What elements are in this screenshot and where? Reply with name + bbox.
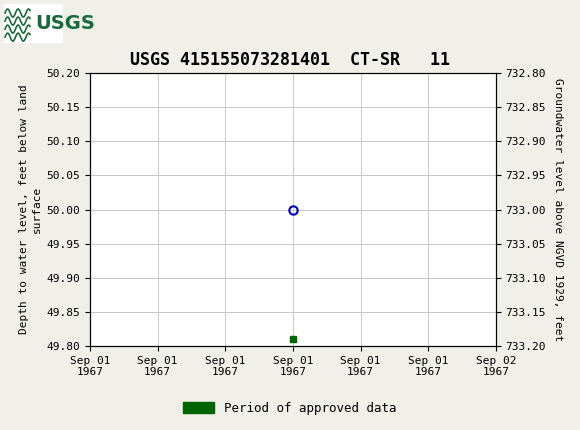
Y-axis label: Groundwater level above NGVD 1929, feet: Groundwater level above NGVD 1929, feet [553,78,563,341]
Y-axis label: Depth to water level, feet below land
surface: Depth to water level, feet below land su… [19,85,42,335]
Bar [4,4,62,42]
Text: USGS: USGS [35,14,95,33]
Legend: Period of approved data: Period of approved data [178,397,402,420]
Text: USGS 415155073281401  CT-SR   11: USGS 415155073281401 CT-SR 11 [130,51,450,69]
